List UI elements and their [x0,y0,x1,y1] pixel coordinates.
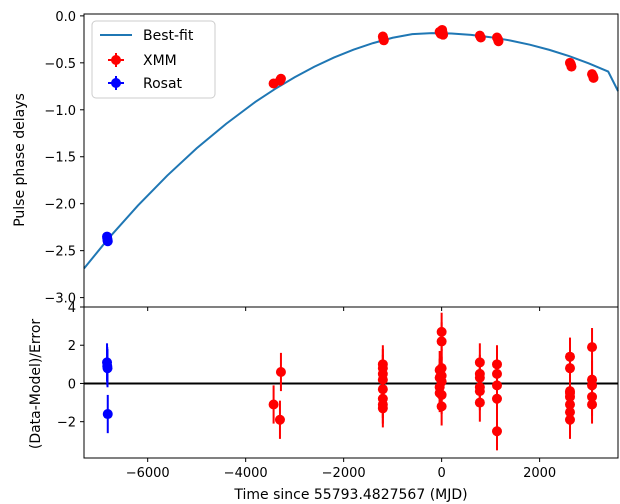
data-point-xmm [275,73,286,84]
y-tick-label: 0.0 [55,10,76,25]
y-tick-label: 4 [68,301,76,316]
bottom-plot-frame [83,306,619,459]
y-tick-label: −2.5 [44,245,76,260]
residual-point-xmm [564,386,575,397]
x-tick-label: −2000 [322,466,366,481]
legend-frame [91,20,216,99]
legend-entry-rosat: Rosat [143,76,183,92]
top-panel: 0.0 −0.5 −1.0 −1.5 −2.0 −2.5 −3.0 Best-fit XMM Ro… [44,10,619,311]
residual-point-xmm [377,403,388,414]
residual-point-xmm [564,363,575,374]
bottom-panel: 4 2 0 −2 −6000 −4000 −2000 0 2000 [57,301,619,481]
x-axis-label: Time since 55793.4827567 (MJD) [233,487,467,503]
x-tick-label: −6000 [126,466,170,481]
residual-point-xmm [268,399,279,410]
residual-point-rosat [102,363,113,374]
residual-point-xmm [491,426,502,437]
data-point-xmm [493,36,504,47]
residual-point-xmm [491,393,502,404]
legend-marker-swatch [111,55,121,65]
residual-point-xmm [474,397,485,408]
data-point-rosat [102,236,113,247]
residual-point-xmm [275,366,286,377]
residual-point-xmm [587,342,598,353]
residual-point-xmm [436,336,447,347]
top-y-axis-label: Pulse phase delays [12,93,28,227]
data-point-xmm [566,61,577,72]
residual-point-xmm [377,359,388,370]
legend-marker-swatch [111,78,121,88]
y-tick-label: −2.0 [44,198,76,213]
legend: Best-fit XMM Rosat [91,20,216,99]
bottom-y-axis-label: (Data-Model)/Error [28,319,44,450]
x-tick-label: 2000 [523,466,556,481]
y-tick-label: 0 [68,377,76,392]
residual-point-xmm [564,414,575,425]
x-tick-label: −4000 [224,466,268,481]
y-tick-label: −1.5 [44,151,76,166]
data-point-xmm [588,72,599,83]
y-tick-label: −1.0 [44,104,76,119]
legend-entry-xmm: XMM [143,53,177,69]
data-point-xmm [475,32,486,43]
y-tick-label: −0.5 [44,57,76,72]
data-point-xmm [438,29,449,40]
y-tick-label: −3.0 [44,292,76,307]
y-tick-label: 2 [68,339,76,354]
best-fit-line [83,32,619,270]
residual-point-xmm [587,399,598,410]
y-tick-label: −2 [57,416,76,431]
residual-point-xmm [274,414,285,425]
residual-point-rosat [102,409,113,420]
residual-point-xmm [436,401,447,412]
x-tick-label: 0 [437,466,445,481]
data-point-xmm [378,35,389,46]
legend-entry-best-fit: Best-fit [143,28,194,44]
